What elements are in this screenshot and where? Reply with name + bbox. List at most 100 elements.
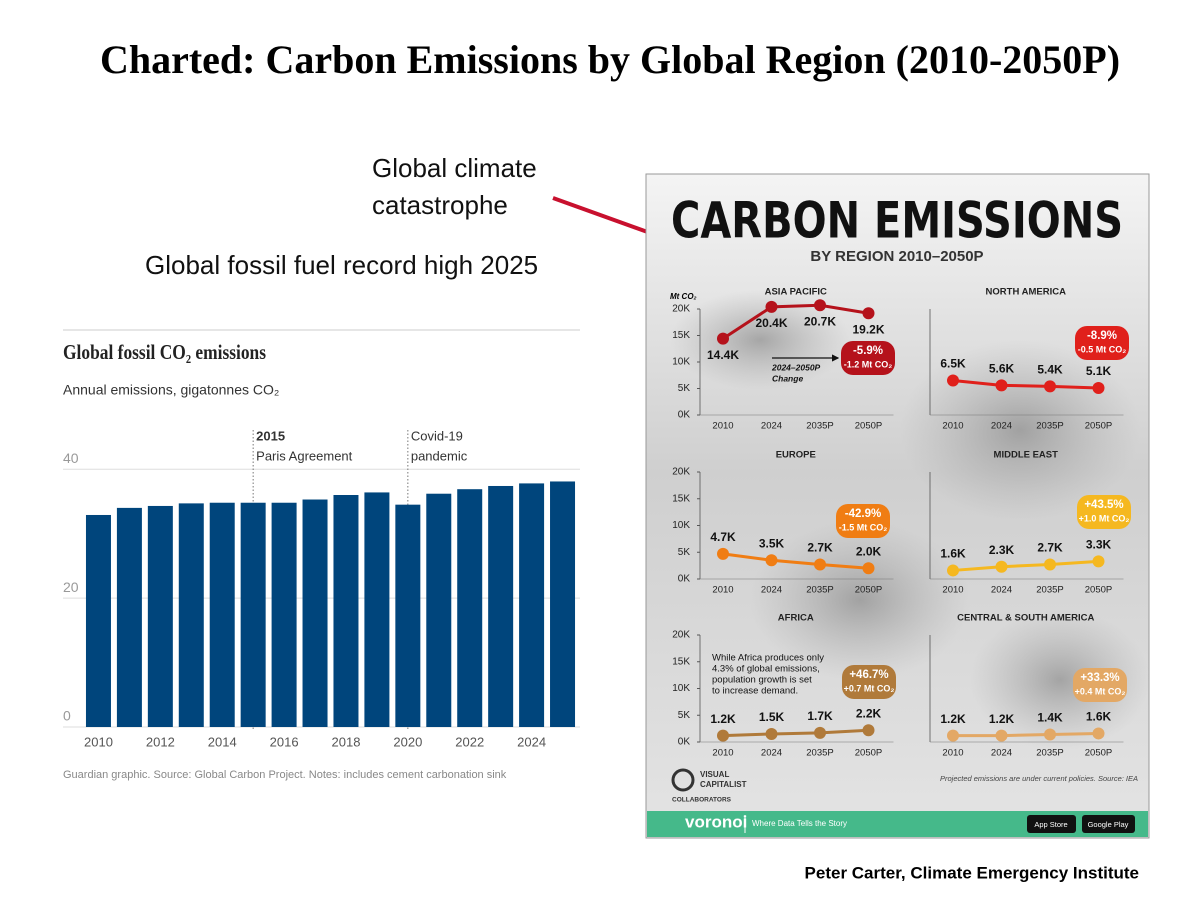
- x-tick-label: 2024: [991, 421, 1012, 432]
- line: [952, 559, 1099, 572]
- note-line: population growth is set: [712, 675, 812, 686]
- change-abs: -1.5 Mt CO₂: [839, 522, 888, 532]
- x-tick-label: 2024: [517, 734, 546, 749]
- change-badge: [836, 504, 890, 538]
- y-tick-label: 20K: [672, 630, 690, 641]
- y-tick-label: 5K: [678, 710, 691, 721]
- y-tick-label: 5K: [678, 547, 691, 558]
- x-tick-label: 2020: [393, 734, 422, 749]
- x-tick-label: 2010: [712, 585, 733, 596]
- x-tick-label: 2018: [332, 734, 361, 749]
- point: [1044, 558, 1056, 571]
- point: [1092, 727, 1105, 740]
- x-tick-label: 2035P: [1036, 748, 1063, 759]
- point: [717, 332, 729, 345]
- x-tick-label: 2035P: [806, 421, 833, 432]
- y-tick-label: 10K: [672, 520, 690, 531]
- x-tick-label: 2024: [991, 585, 1012, 596]
- value-label: 2.7K: [1037, 541, 1063, 555]
- x-tick-label: 2035P: [1036, 421, 1063, 432]
- source: Projected emissions are under current po…: [940, 774, 1138, 783]
- point: [765, 300, 778, 313]
- callout-line: Global climate: [372, 153, 537, 183]
- change-badge: [1077, 495, 1131, 529]
- x-tick-label: 2050P: [855, 585, 882, 596]
- x-tick-label: 2024: [761, 585, 782, 596]
- annotation-label: Covid-19: [411, 428, 463, 443]
- app-store-button[interactable]: [1027, 815, 1076, 833]
- annotation-text: pandemic: [411, 448, 468, 463]
- collaborators: COLLABORATORS: [672, 797, 732, 804]
- point: [947, 729, 959, 742]
- chart-subtitle: Annual emissions, gigatonnes CO₂: [63, 382, 279, 398]
- brand-text: CAPITALIST: [700, 780, 747, 789]
- y-tick-label: 10K: [672, 357, 690, 368]
- value-label: 14.4K: [707, 348, 739, 362]
- x-tick-label: 2010: [942, 421, 963, 432]
- y-tick-label: 0K: [678, 574, 691, 585]
- y-tick-label: 15K: [672, 330, 690, 341]
- value-label: 4.7K: [710, 530, 736, 544]
- point: [995, 379, 1008, 392]
- y-tick-label: 15K: [672, 656, 690, 667]
- y-tick-label: 5K: [678, 383, 691, 394]
- footer-brand: voronoi: [685, 812, 747, 831]
- change-pct: +46.7%: [849, 669, 888, 681]
- panel-title: AFRICA: [778, 613, 814, 624]
- bar: [519, 483, 545, 727]
- note-line: While Africa produces only: [712, 653, 824, 664]
- point: [765, 727, 778, 740]
- bar: [85, 514, 111, 727]
- point: [862, 724, 875, 737]
- y-tick-label: 10K: [672, 683, 690, 694]
- google-play-label[interactable]: Google Play: [1088, 820, 1129, 829]
- bar: [364, 492, 390, 727]
- change-badge: [841, 341, 895, 375]
- credit: Peter Carter, Climate Emergency Institut…: [805, 863, 1139, 882]
- value-label: 3.3K: [1086, 538, 1112, 552]
- x-tick-label: 2050P: [1085, 585, 1112, 596]
- change-pct: -42.9%: [845, 508, 881, 520]
- change-badge: [1075, 326, 1129, 360]
- x-tick-label: 2035P: [806, 748, 833, 759]
- x-tick-label: 2050P: [855, 748, 882, 759]
- value-label: 19.2K: [852, 322, 884, 336]
- value-label: 5.4K: [1037, 363, 1063, 377]
- bar: [550, 481, 576, 727]
- value-label: 20.7K: [804, 314, 836, 328]
- value-label: 5.6K: [989, 361, 1015, 375]
- point: [995, 729, 1008, 742]
- value-label: 1.2K: [940, 712, 966, 726]
- x-tick-label: 2024: [991, 748, 1012, 759]
- value-label: 1.2K: [710, 712, 736, 726]
- value-label: 1.6K: [1086, 710, 1112, 724]
- change-abs: +0.7 Mt CO₂: [844, 683, 895, 693]
- panel-title: CENTRAL & SOUTH AMERICA: [957, 613, 1094, 624]
- x-tick-label: 2050P: [855, 421, 882, 432]
- google-play-button[interactable]: [1082, 815, 1135, 833]
- footer-tagline: Where Data Tells the Story: [752, 819, 847, 828]
- y-tick-label: 15K: [672, 493, 690, 504]
- value-label: 1.7K: [807, 709, 833, 723]
- y-tick-label: 0K: [678, 737, 691, 748]
- point: [1092, 381, 1105, 394]
- value-label: 2.3K: [989, 543, 1015, 557]
- annotation-label: 2015: [256, 428, 285, 443]
- change-abs: +1.0 Mt CO₂: [1079, 513, 1130, 523]
- panel-title: NORTH AMERICA: [986, 287, 1067, 298]
- y-tick-label: 20K: [672, 467, 690, 478]
- point: [814, 299, 826, 312]
- left-caption: Global fossil fuel record high 2025: [145, 250, 538, 280]
- x-tick-label: 2035P: [806, 585, 833, 596]
- bar: [426, 493, 452, 727]
- app-store-label[interactable]: App Store: [1034, 820, 1067, 829]
- bar: [271, 502, 297, 727]
- point: [995, 560, 1008, 573]
- point: [947, 564, 959, 577]
- callout-line: catastrophe: [372, 190, 508, 220]
- chart-source: Guardian graphic. Source: Global Carbon …: [63, 769, 507, 781]
- x-tick-label: 2050P: [1085, 421, 1112, 432]
- y-tick-label: 40: [63, 450, 79, 466]
- change-pct: -8.9%: [1087, 330, 1117, 342]
